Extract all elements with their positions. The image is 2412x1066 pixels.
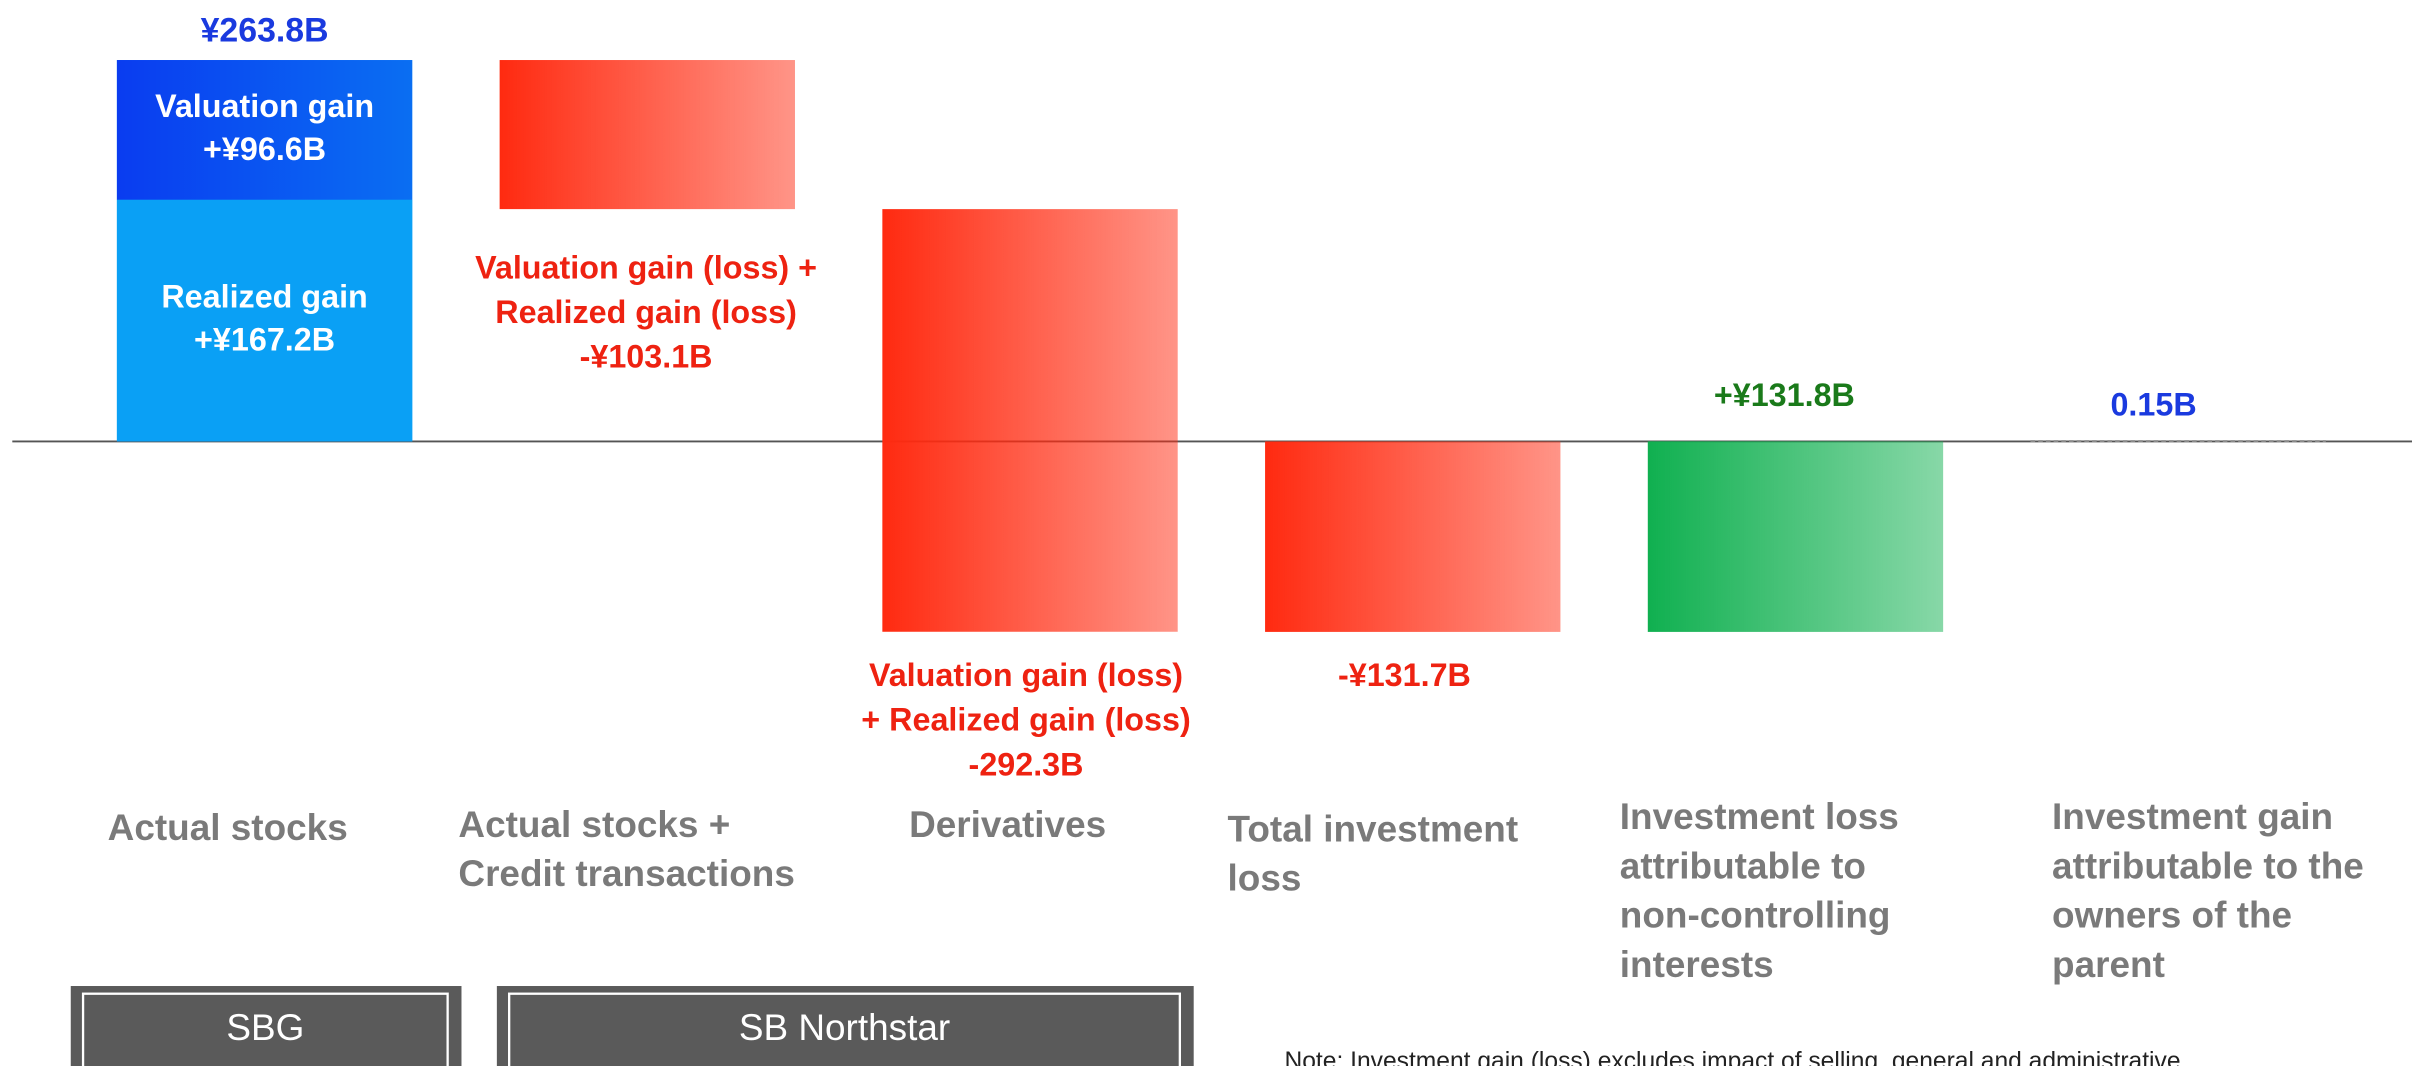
segment-name: Valuation gain [155, 89, 375, 126]
value-label: +¥131.8B [1713, 378, 1855, 414]
category-label: Actual stocks [107, 807, 348, 850]
segment-value-label: +¥96.6B [203, 132, 327, 169]
bar [1647, 441, 1944, 632]
group-box-border [508, 992, 1182, 1066]
group-box-border [81, 992, 449, 1066]
segment-name: Realized gain [161, 280, 368, 316]
value-label: -¥131.7B [1337, 658, 1471, 694]
bar [499, 60, 795, 210]
value-label: ¥263.8B [200, 10, 329, 50]
category-label: Actual stocks + Credit transactions [458, 804, 795, 896]
value-label: Valuation gain (loss) + Realized gain (l… [861, 658, 1191, 783]
category-label: Investment gain attributable to the owne… [2052, 796, 2364, 987]
group-label: SB Northstar [738, 1007, 951, 1050]
bar-segment [116, 199, 413, 442]
bar [1265, 441, 1561, 632]
group-box [496, 986, 1194, 1066]
group-label: SBG [226, 1007, 305, 1050]
category-label: Derivatives [909, 804, 1107, 847]
category-label: Total investment loss [1227, 809, 1519, 900]
note: Note: Investment gain (loss) excludes im… [1284, 1049, 2181, 1066]
group-box [70, 986, 462, 1066]
value-label: 0.15B [2110, 387, 2197, 424]
segment-value-label: +¥167.2B [194, 323, 336, 360]
bar-segment [116, 60, 413, 200]
category-label: Investment loss attributable to non-cont… [1619, 796, 1899, 987]
bar [882, 209, 1178, 632]
value-label: Valuation gain (loss) + Realized gain (l… [475, 250, 818, 376]
